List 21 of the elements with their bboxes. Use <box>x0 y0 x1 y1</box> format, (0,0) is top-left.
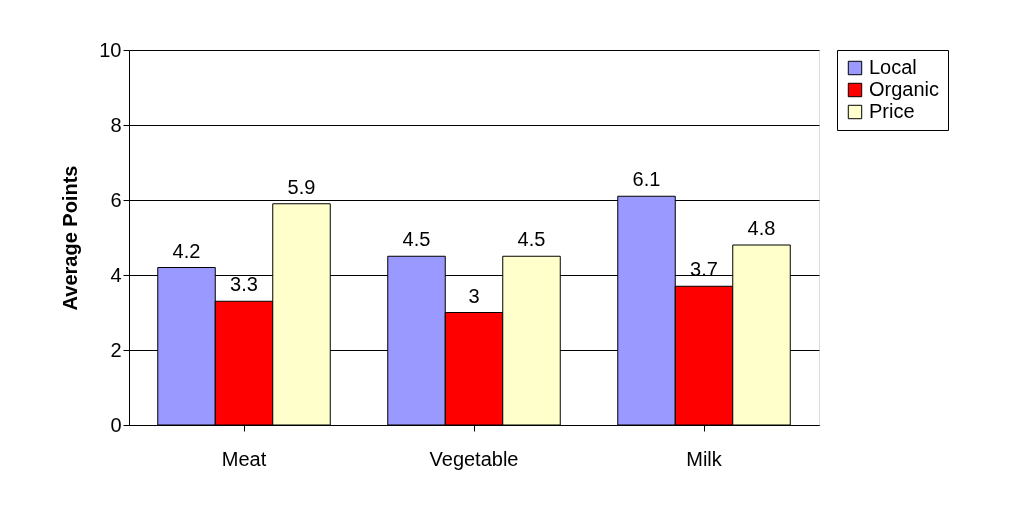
x-tick-label: Milk <box>686 447 723 470</box>
y-tick-label: 2 <box>110 338 122 361</box>
y-tick-label: 10 <box>99 38 122 61</box>
y-tick-label: 0 <box>110 413 122 436</box>
y-tick-label: 4 <box>110 263 122 286</box>
legend-label: Price <box>869 100 915 122</box>
data-label: 3 <box>468 284 480 307</box>
legend-label: Organic <box>869 78 940 100</box>
x-tick-label: Meat <box>221 447 267 470</box>
data-label: 4.8 <box>747 217 776 239</box>
x-tick-label: Vegetable <box>429 447 519 470</box>
y-axis-title: Average Points <box>59 165 82 311</box>
legend-label: Local <box>869 56 917 78</box>
data-label: 4.5 <box>517 228 546 251</box>
data-label: 3.3 <box>230 273 258 296</box>
data-label: 5.9 <box>287 175 316 198</box>
data-label: 6.1 <box>632 168 661 191</box>
data-label: 4.2 <box>172 239 201 262</box>
data-label: 4.5 <box>402 228 431 251</box>
y-tick-label: 6 <box>110 188 122 211</box>
y-tick-label: 8 <box>110 113 122 136</box>
